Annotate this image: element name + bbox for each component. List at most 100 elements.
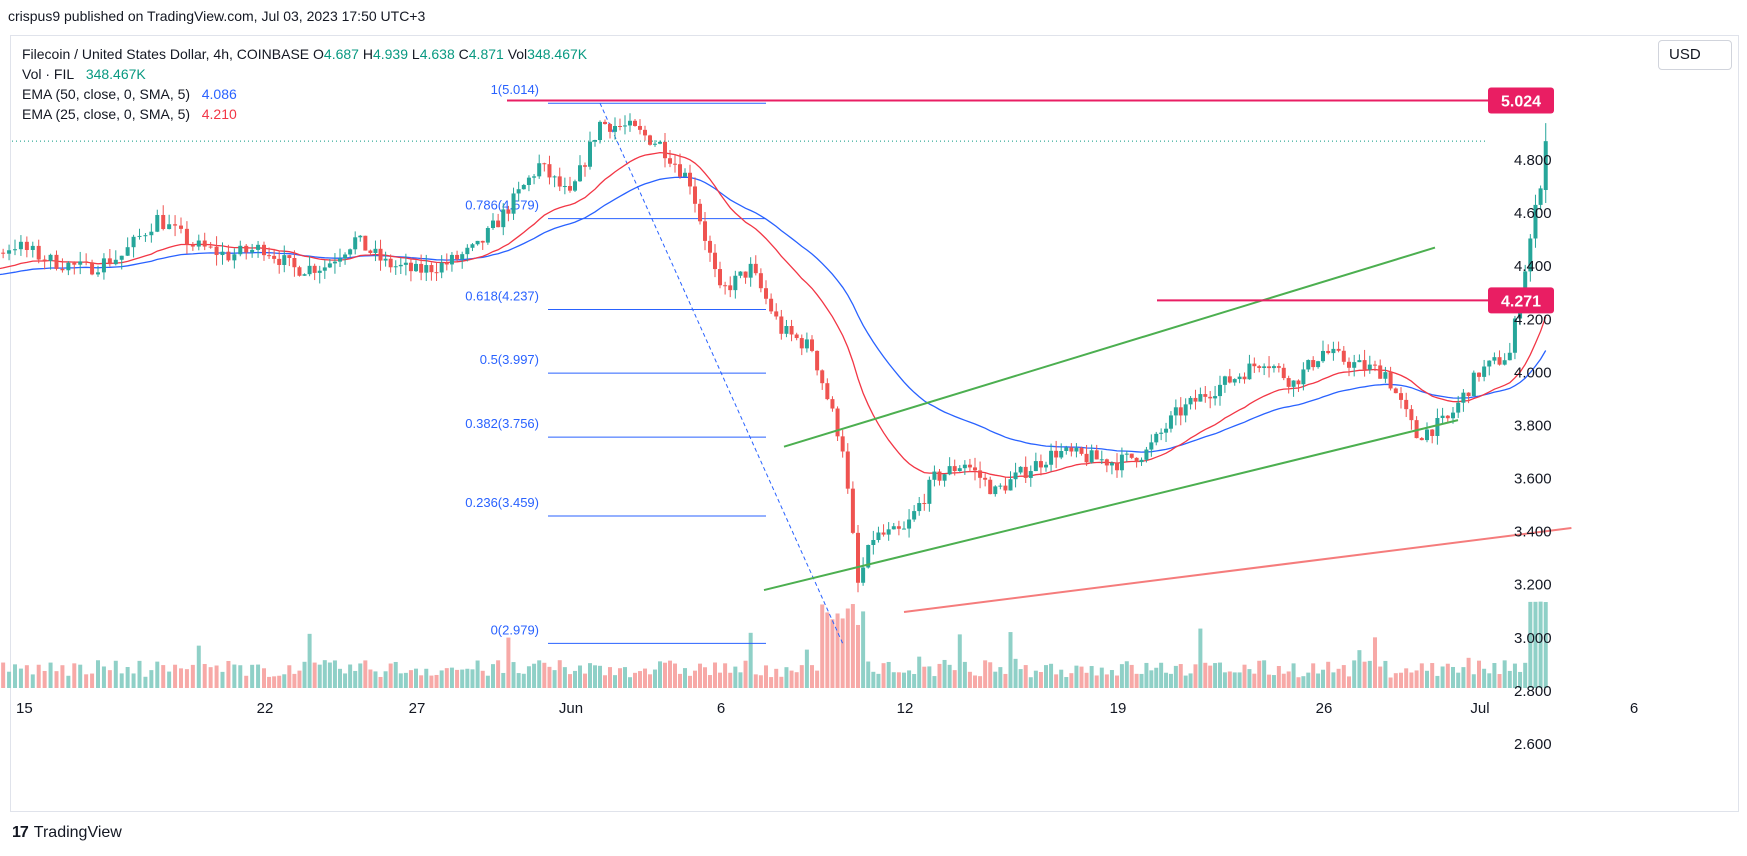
candle-body: [871, 540, 876, 545]
candle-body: [501, 209, 506, 228]
volume-bar: [937, 663, 942, 688]
volume-bar: [748, 632, 753, 688]
candle-body: [113, 259, 118, 265]
volume-bar: [891, 672, 896, 688]
candle-body: [876, 532, 881, 541]
volume-bar: [593, 665, 597, 688]
candle-body: [628, 120, 632, 126]
volume-bar: [383, 671, 388, 688]
volume-bar: [302, 661, 307, 688]
volume-bar: [398, 673, 403, 688]
volume-bar: [1538, 601, 1543, 688]
candle-body: [1198, 394, 1203, 402]
volume-bar: [480, 670, 485, 688]
candle-body: [1247, 363, 1252, 380]
volume-bar: [1512, 663, 1517, 688]
open-label: O: [313, 46, 324, 62]
volume-bar: [713, 662, 717, 688]
price-label-box: [1488, 287, 1554, 314]
volume-bar: [149, 670, 154, 688]
candle-body: [1094, 450, 1099, 460]
volume-bar: [1188, 673, 1193, 688]
volume-bar: [460, 669, 465, 688]
volume-bar: [42, 670, 47, 688]
candle-body: [1471, 372, 1476, 397]
volume-bar: [1164, 672, 1169, 688]
candle-body: [1028, 471, 1033, 478]
candle-body: [1144, 449, 1149, 460]
candle-body: [238, 245, 243, 255]
volume-bar: [598, 665, 602, 688]
volume-bar: [1232, 672, 1237, 688]
candle-body: [491, 220, 495, 228]
candle-body: [1492, 357, 1497, 361]
chart-frame[interactable]: [10, 35, 1739, 812]
candle-body: [1044, 464, 1048, 468]
candle-body: [917, 503, 922, 512]
volume-bar: [1038, 671, 1043, 688]
volume-bar: [856, 624, 860, 688]
volume-bar: [1079, 666, 1084, 688]
fib-trend-line: [599, 102, 844, 644]
candle-body: [1159, 432, 1164, 434]
volume-bar: [1383, 660, 1388, 688]
volume-bar: [312, 662, 317, 688]
candle-body: [429, 265, 434, 273]
currency-button[interactable]: USD: [1658, 40, 1732, 70]
volume-bar: [583, 673, 587, 688]
candle-body: [1, 252, 6, 254]
candle-body: [1054, 450, 1059, 458]
ema50-value: 4.086: [201, 86, 237, 102]
volume-bar: [603, 675, 607, 688]
volume-bar: [1518, 671, 1523, 688]
candle-body: [1038, 461, 1043, 468]
volume-bar: [491, 664, 495, 688]
volume-bar: [1069, 673, 1074, 688]
volume-bar: [573, 670, 577, 688]
volume-bar: [322, 660, 327, 688]
volume-bar: [983, 660, 988, 688]
candle-body: [256, 244, 261, 250]
volume-bar: [1099, 667, 1104, 688]
volume-bar: [1267, 674, 1272, 688]
volume-bar: [72, 663, 77, 688]
candle-body: [1242, 376, 1247, 380]
volume-bar: [1341, 665, 1346, 688]
candle-body: [907, 519, 912, 529]
volume-bar: [1296, 677, 1301, 688]
legend-ema25-row[interactable]: EMA (25, close, 0, SMA, 5) 4.210: [22, 104, 587, 124]
candle-body: [633, 120, 637, 126]
volume-bar: [1013, 658, 1018, 688]
candle-body: [1477, 372, 1481, 377]
candle-body: [947, 466, 952, 475]
candle-body: [1347, 361, 1351, 368]
volume-bar: [723, 663, 728, 688]
candle-body: [368, 250, 373, 253]
volume-bar: [1311, 663, 1316, 688]
candle-body: [393, 266, 398, 268]
volume-bar: [653, 669, 657, 688]
price-tick-label: 4.800: [1514, 152, 1552, 169]
candle-body: [54, 254, 59, 269]
volume-bar: [758, 675, 763, 688]
volume-bar: [693, 670, 697, 688]
candle-body: [220, 251, 225, 256]
legend-volume-row[interactable]: Vol · FIL 348.467K: [22, 64, 587, 84]
volume-bar: [66, 675, 71, 688]
candle-body: [799, 338, 804, 349]
volume-bar: [1, 662, 6, 688]
price-tick-label: 4.000: [1514, 364, 1552, 381]
candle-body: [444, 262, 449, 265]
candle-body: [1069, 447, 1074, 452]
candle-body: [1124, 453, 1129, 455]
candle-body: [322, 267, 327, 271]
candle-body: [794, 334, 799, 339]
legend-ema50-row[interactable]: EMA (50, close, 0, SMA, 5) 4.086: [22, 84, 587, 104]
candle-body: [753, 263, 758, 274]
volume-bar: [623, 667, 627, 688]
volume-bar: [220, 671, 225, 688]
candle-body: [738, 271, 743, 276]
time-tick-label: 22: [257, 700, 274, 717]
time-tick-label: 12: [897, 700, 914, 717]
